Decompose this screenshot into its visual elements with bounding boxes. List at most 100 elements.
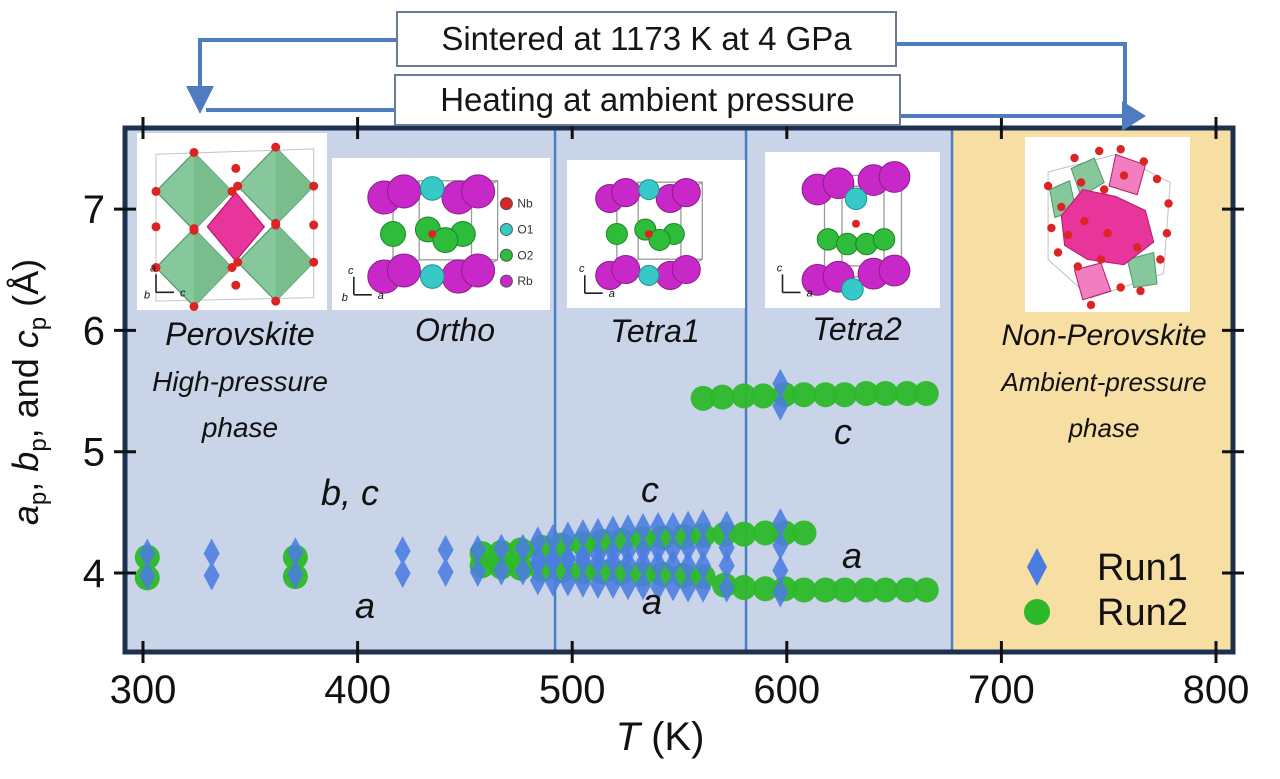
octahedron-shade [275, 147, 314, 226]
y-axis-title-part: b [5, 452, 46, 472]
data-point-run1 [544, 544, 561, 597]
atom [638, 179, 660, 201]
atom [231, 163, 241, 173]
legend-run2-marker [1024, 599, 1050, 625]
atom [878, 254, 911, 287]
x-tick-label: 400 [324, 668, 391, 712]
atom [852, 219, 860, 228]
atom [836, 232, 859, 256]
data-point-run1 [604, 547, 621, 599]
flow-box-sintered: Sintered at 1173 K at 4 GPa [396, 11, 897, 67]
atom [499, 248, 513, 262]
atom [1073, 262, 1083, 271]
data-point-run1 [635, 548, 652, 601]
x-axis-title-part: (K) [640, 715, 704, 759]
axis-letter: c [777, 262, 783, 274]
atom [1116, 145, 1125, 154]
data-point-run1 [589, 547, 606, 599]
data-point-run2 [913, 380, 939, 406]
atom [428, 230, 437, 238]
atom [1070, 153, 1079, 163]
axis-glyph [353, 276, 372, 296]
data-point-run1 [559, 544, 576, 597]
phase-label-ortho: Ortho [415, 312, 495, 348]
data-point-run2 [832, 577, 858, 603]
data-point-run2 [853, 577, 879, 603]
atom [611, 178, 641, 208]
axis-letter: a [150, 262, 156, 274]
y-axis-title-part: p [25, 438, 52, 451]
y-axis-title-part: a [5, 505, 46, 525]
y-axis-title: ap, bp, and cp (Å) [5, 259, 52, 525]
atom [1152, 174, 1162, 184]
inset-ortho: Nb O1 O2 Rb c a b [332, 158, 550, 310]
atom [271, 218, 281, 228]
atom [271, 142, 281, 152]
atom [1162, 229, 1172, 238]
series-letter-label: a [355, 585, 375, 626]
data-point-run1 [772, 508, 789, 561]
atom [1096, 255, 1106, 264]
cell-wire [637, 181, 703, 260]
cell-wire [155, 148, 315, 302]
data-point-run2 [894, 577, 920, 603]
atom [1047, 223, 1056, 233]
legend-run2-label: Run2 [1097, 592, 1188, 634]
axis-glyph [584, 275, 603, 294]
axis-glyph [155, 274, 174, 294]
atom [233, 257, 243, 267]
y-axis-title-part: c [5, 330, 46, 348]
atom [227, 263, 237, 273]
data-point-run2 [812, 382, 838, 408]
atom [1136, 286, 1145, 296]
y-axis-title-part: p [25, 317, 52, 330]
data-point-run1 [665, 549, 682, 602]
axis-letter: b [342, 292, 348, 304]
atom [822, 167, 855, 200]
atom [638, 264, 660, 286]
atom [872, 228, 896, 251]
data-point-run1 [680, 550, 697, 603]
data-point-run1 [665, 511, 682, 564]
atom [309, 257, 319, 267]
legend-run1-marker [1027, 548, 1047, 586]
inset-perovskite: a c b [137, 133, 327, 311]
atom [499, 222, 513, 236]
phase-label-nonperovskite: phase [1068, 413, 1140, 443]
atom [189, 224, 199, 234]
data-point-run2 [752, 520, 778, 546]
atom [151, 222, 161, 232]
atom [1133, 243, 1142, 252]
atom [878, 161, 911, 193]
axis-letter: c [579, 263, 585, 275]
data-point-run1 [635, 513, 652, 566]
data-point-run2 [913, 577, 939, 603]
atom-legend-label: O2 [517, 248, 533, 262]
data-point-run2 [853, 380, 879, 406]
data-point-run1 [772, 555, 789, 608]
y-axis-title-part: p [25, 492, 52, 505]
atom [1057, 202, 1066, 212]
data-point-run2 [873, 380, 899, 406]
data-point-run1 [493, 533, 510, 586]
phase-label-tetra1: Tetra1 [610, 313, 700, 349]
series-letter-label: c [834, 411, 852, 452]
data-point-run1 [772, 368, 789, 421]
data-point-run1 [394, 536, 411, 589]
x-axis-title: T (K) [616, 715, 705, 759]
arrow-head-right [1122, 101, 1146, 131]
atom [233, 181, 243, 191]
phase-label-perovskite: High-pressure [152, 366, 328, 397]
y-tick-label: 6 [83, 309, 105, 353]
data-point-run1 [437, 534, 454, 587]
data-point-run1 [619, 514, 636, 567]
atom [644, 230, 653, 238]
atom [1156, 255, 1165, 264]
atom [671, 178, 701, 208]
data-point-run1 [139, 538, 156, 591]
atom [380, 221, 407, 247]
series-letter-label: a [642, 581, 662, 622]
flow-arrows [186, 38, 1146, 131]
atom [816, 228, 840, 251]
polyhedron [1126, 251, 1158, 289]
